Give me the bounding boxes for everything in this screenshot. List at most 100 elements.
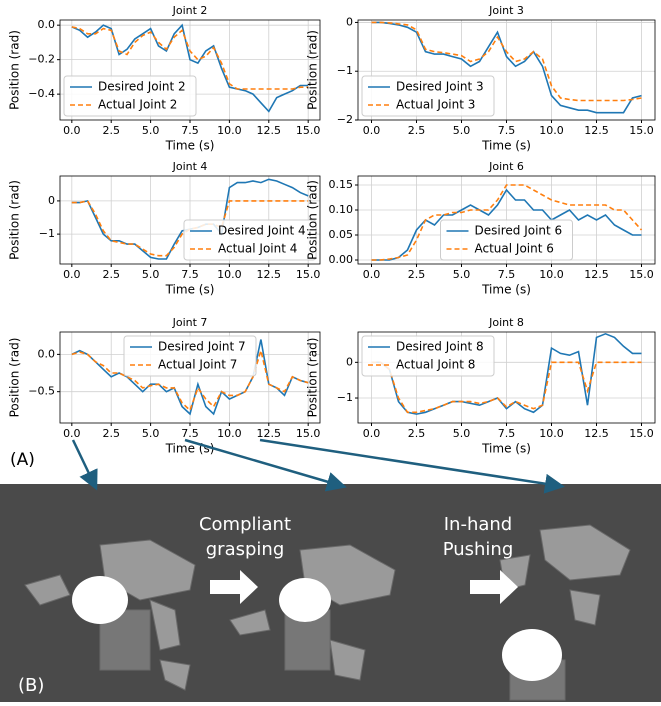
x-tick-label: 15.0: [296, 427, 321, 440]
x-tick-label: 2.5: [408, 268, 426, 281]
legend-label: Desired Joint 3: [396, 80, 484, 94]
series-line: [371, 188, 642, 261]
chart-title: Joint 8: [488, 316, 524, 329]
y-tick-label: 0: [346, 15, 353, 28]
y-axis-label: Position (rad): [8, 338, 22, 418]
series-line: [71, 347, 309, 412]
x-tick-label: 7.5: [498, 124, 516, 137]
y-tick-label: −0.5: [28, 385, 55, 398]
y-tick-label: 0: [346, 355, 353, 368]
x-tick-label: 0.0: [363, 427, 381, 440]
x-tick-label: 2.5: [102, 268, 120, 281]
legend-label: Actual Joint 6: [475, 242, 554, 256]
x-tick-label: 0.0: [63, 124, 81, 137]
legend-label: Desired Joint 2: [98, 80, 186, 94]
x-tick-label: 12.5: [584, 268, 609, 281]
x-tick-label: 12.5: [257, 124, 282, 137]
legend-label: Actual Joint 7: [158, 358, 237, 372]
scene-2: [229, 544, 396, 681]
stage-label: Compliant: [199, 514, 291, 535]
legend-box: [123, 335, 257, 377]
series-line: [371, 332, 642, 415]
y-axis-label: Position (rad): [8, 30, 22, 110]
x-tick-label: 7.5: [498, 427, 516, 440]
x-tick-label: 2.5: [408, 124, 426, 137]
x-tick-label: 5.0: [142, 268, 160, 281]
y-tick-label: 0.0: [38, 18, 56, 31]
y-tick-label: 0: [48, 194, 55, 207]
y-tick-label: 0.00: [329, 253, 354, 266]
y-tick-label: 0.10: [329, 203, 354, 216]
charts: Joint 2 0.0 2.5 5.0 7.5 10.0 12.5 15.0 0.0 −0.2 −0…: [8, 4, 656, 456]
legend-label: Actual Joint 3: [396, 98, 475, 112]
x-axis-label: Time (s): [481, 283, 531, 297]
x-tick-label: 5.0: [453, 427, 471, 440]
scene-3: [499, 524, 631, 701]
x-tick-label: 10.0: [217, 268, 242, 281]
legend-box: [183, 219, 317, 261]
x-axis-label: Time (s): [165, 442, 215, 456]
x-tick-label: 12.5: [584, 427, 609, 440]
legend-box: [440, 219, 573, 261]
legend-label: Actual Joint 2: [98, 98, 177, 112]
y-tick-label: −1: [39, 227, 55, 240]
legend-label: Desired Joint 8: [396, 340, 484, 354]
x-tick-label: 15.0: [629, 427, 654, 440]
legend-label: Desired Joint 6: [475, 224, 563, 238]
y-tick-label: −0.2: [28, 53, 55, 66]
legend-label: Actual Joint 8: [396, 358, 475, 372]
panel-label: (B): [18, 675, 44, 696]
y-tick-label: 0.05: [329, 228, 354, 241]
x-tick-label: 10.0: [217, 124, 242, 137]
x-axis-label: Time (s): [165, 139, 215, 153]
x-tick-label: 10.0: [539, 124, 564, 137]
x-tick-label: 5.0: [142, 427, 160, 440]
y-axis-label: Position (rad): [306, 338, 320, 418]
arrow-right: [210, 570, 258, 604]
y-axis-label: Position (rad): [306, 180, 320, 260]
x-tick-label: 0.0: [363, 268, 381, 281]
x-tick-label: 2.5: [102, 427, 120, 440]
plot-frame: [357, 175, 656, 265]
x-tick-label: 7.5: [498, 268, 516, 281]
x-tick-label: 15.0: [629, 268, 654, 281]
x-tick-label: 2.5: [102, 124, 120, 137]
stage-label: grasping: [206, 539, 285, 560]
y-tick-label: 0.15: [329, 178, 354, 191]
x-tick-label: 15.0: [629, 124, 654, 137]
legend-box: [361, 75, 495, 117]
y-tick-label: −0.4: [28, 87, 55, 100]
x-tick-label: 10.0: [217, 427, 242, 440]
x-tick-label: 12.5: [584, 124, 609, 137]
plot-frame: [59, 331, 321, 424]
series-line: [371, 361, 642, 414]
arrow-right: [470, 570, 518, 604]
x-tick-label: 12.5: [257, 427, 282, 440]
legend-box: [63, 75, 197, 117]
x-tick-label: 15.0: [296, 268, 321, 281]
x-tick-label: 0.0: [63, 268, 81, 281]
x-tick-label: 5.0: [453, 268, 471, 281]
chart-title: Joint 3: [488, 4, 524, 17]
series-line: [371, 21, 642, 114]
series-line: [71, 199, 309, 257]
x-tick-label: 10.0: [539, 268, 564, 281]
time-arrows: [71, 438, 565, 494]
y-axis-label: Position (rad): [306, 30, 320, 110]
x-tick-label: 2.5: [408, 427, 426, 440]
legend-label: Actual Joint 4: [218, 242, 297, 256]
x-tick-label: 7.5: [181, 124, 199, 137]
legend-box: [361, 335, 495, 377]
plot-frame: [59, 19, 321, 121]
x-axis-label: Time (s): [481, 139, 531, 153]
plot-frame: [357, 331, 656, 424]
series-line: [71, 23, 309, 113]
legend-label: Desired Joint 4: [218, 224, 306, 238]
stage-label: Pushing: [443, 539, 514, 560]
series-line: [371, 184, 643, 261]
chart-title: Joint 2: [172, 4, 208, 17]
x-axis-label: Time (s): [165, 283, 215, 297]
series-line: [371, 21, 642, 102]
plot-frame: [357, 19, 656, 121]
